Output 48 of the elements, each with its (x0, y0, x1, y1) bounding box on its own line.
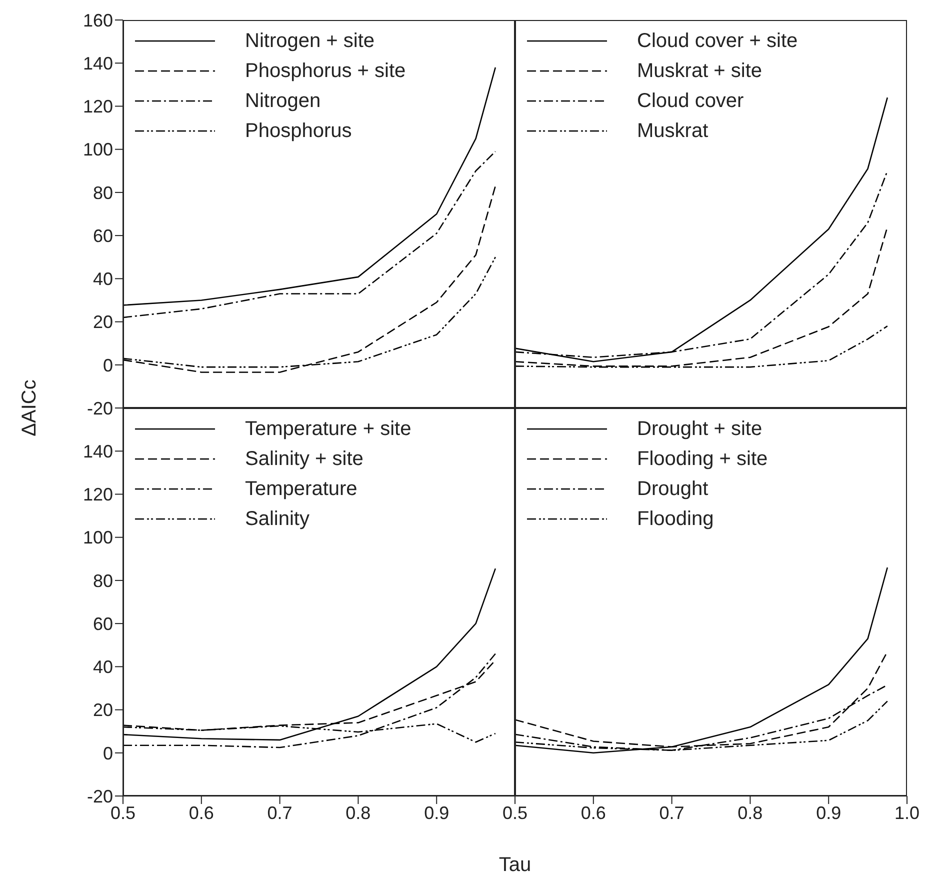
legend-label: Muskrat (637, 120, 708, 142)
x-tick-label: 0.9 (816, 802, 842, 823)
x-tick-label: 0.5 (502, 802, 528, 823)
x-tick-label: 0.6 (188, 802, 214, 823)
y-tick-label: 140 (82, 54, 113, 74)
legend-label: Phosphorus (245, 120, 352, 142)
y-tick-label: 80 (92, 570, 113, 591)
y-tick-label: 120 (82, 484, 113, 505)
y-tick-label: -20 (86, 398, 113, 418)
y-axis-title: ΔAICc (18, 380, 42, 436)
y-tick-label: 0 (102, 743, 113, 764)
y-tick-label: 20 (92, 312, 113, 332)
legend-label: Nitrogen (245, 90, 321, 112)
x-tick-label: 0.8 (346, 802, 371, 823)
x-axis-title: Tau (498, 854, 532, 876)
y-tick-label: 40 (92, 657, 113, 678)
legend-label: Temperature (245, 478, 358, 500)
legend-label: Salinity (245, 508, 310, 530)
legend-label: Flooding (637, 508, 714, 530)
y-tick-label: 20 (92, 700, 113, 720)
legend-label: Nitrogen + site (245, 30, 375, 52)
y-tick-label: 100 (82, 140, 113, 160)
x-tick-label: 0.7 (267, 802, 292, 823)
x-tick-label: 1.0 (894, 802, 920, 823)
y-tick-label: 100 (82, 528, 113, 548)
x-tick-label: 0.8 (738, 802, 763, 823)
y-tick-label: 60 (92, 614, 113, 634)
legend-label: Cloud cover + site (637, 30, 798, 52)
y-tick-label: 140 (82, 442, 113, 462)
x-tick-label: 0.6 (580, 802, 606, 823)
legend-label: Salinity + site (245, 448, 364, 470)
y-tick-label: 120 (82, 96, 113, 117)
y-tick-label: 40 (92, 269, 113, 290)
legend-label: Muskrat + site (637, 60, 762, 82)
legend-label: Drought (637, 478, 708, 500)
x-tick-label: 0.5 (110, 802, 136, 823)
y-tick-label: 60 (92, 226, 113, 246)
y-tick-label: 160 (82, 10, 113, 30)
legend-label: Cloud cover (637, 90, 744, 112)
y-tick-label: 80 (92, 182, 113, 203)
legend-label: Flooding + site (637, 448, 768, 470)
legend-label: Phosphorus + site (245, 60, 406, 82)
legend-label: Temperature + site (245, 418, 412, 440)
x-tick-label: 0.7 (659, 802, 684, 823)
x-tick-label: 0.9 (424, 802, 450, 823)
y-tick-label: -20 (86, 786, 113, 806)
y-tick-label: 0 (102, 355, 113, 376)
legend-label: Drought + site (637, 418, 762, 440)
